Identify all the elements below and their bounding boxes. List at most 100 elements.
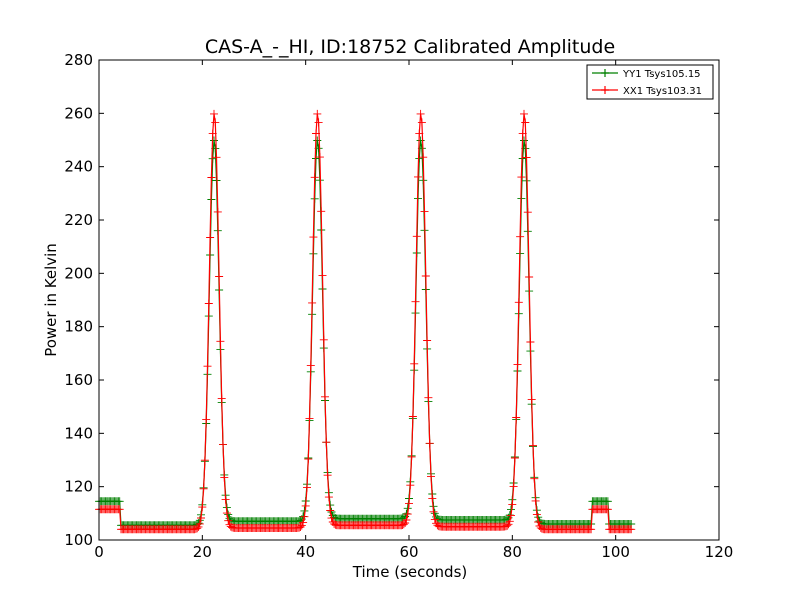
x-tick-label: 60 <box>399 543 418 561</box>
data-point-xx1 <box>627 525 636 534</box>
data-point-xx1 <box>532 510 541 519</box>
y-tick-label: 160 <box>64 371 93 389</box>
legend: YY1 Tsys105.15 XX1 Tsys103.31 <box>586 64 714 100</box>
data-point-xx1 <box>210 109 218 118</box>
data-point-xx1 <box>516 232 525 241</box>
y-tick-label: 140 <box>64 424 93 442</box>
data-point-xx1 <box>115 505 124 514</box>
data-point-xx1 <box>203 362 212 371</box>
data-point-xx1 <box>319 335 328 344</box>
data-point-xx1 <box>523 208 532 217</box>
data-point-xx1 <box>525 273 534 281</box>
data-point-xx1 <box>197 514 205 522</box>
data-point-xx1 <box>403 510 412 519</box>
data-point-xx1 <box>399 520 408 529</box>
data-point-xx1 <box>417 118 426 127</box>
data-point-xx1 <box>213 207 222 216</box>
data-point-xx1 <box>220 473 229 482</box>
series-xx1 <box>95 109 636 534</box>
data-point-yy1 <box>416 136 425 145</box>
data-point-yy1 <box>520 136 528 145</box>
data-point-xx1 <box>531 496 540 505</box>
data-point-xx1 <box>526 338 535 346</box>
data-point-xx1 <box>300 512 309 521</box>
data-point-xx1 <box>412 232 421 241</box>
legend-box <box>586 64 714 100</box>
data-point-xx1 <box>425 439 434 448</box>
data-point-xx1 <box>517 173 526 182</box>
data-point-xx1 <box>215 272 224 281</box>
data-point-yy1 <box>312 154 320 163</box>
y-tick-label: 180 <box>64 318 93 336</box>
data-point-xx1 <box>324 493 333 502</box>
data-point-xx1 <box>415 129 424 138</box>
data-point-xx1 <box>509 482 518 491</box>
data-point-xx1 <box>326 506 335 515</box>
data-point-xx1 <box>534 518 543 526</box>
tick-layer: 0 20 40 60 80 100 120 100 120 140 160 180 200 220 240 2… <box>64 51 733 561</box>
data-point-xx1 <box>313 109 322 118</box>
data-point-xx1 <box>405 499 413 508</box>
data-point-xx1 <box>322 438 331 447</box>
data-point-xx1 <box>315 153 324 162</box>
x-tick-label: 0 <box>94 543 104 561</box>
data-point-xx1 <box>198 503 207 512</box>
data-point-xx1 <box>421 272 430 280</box>
x-tick-label: 20 <box>193 543 212 561</box>
x-tick-label: 40 <box>296 543 315 561</box>
data-point-xx1 <box>321 392 329 401</box>
data-point-xx1 <box>416 109 425 118</box>
data-point-xx1 <box>424 393 433 402</box>
data-point-xx1 <box>518 129 527 138</box>
data-point-xx1 <box>217 394 226 403</box>
data-point-xx1 <box>212 153 221 162</box>
data-point-xx1 <box>306 361 315 370</box>
x-axis-label: Time (seconds) <box>352 563 468 581</box>
data-point-xx1 <box>411 297 420 306</box>
y-axis-label: Power in Kelvin <box>42 243 60 357</box>
data-point-xx1 <box>507 511 515 520</box>
data-point-xx1 <box>407 452 416 461</box>
legend-label-xx1: XX1 Tsys103.31 <box>623 86 702 97</box>
data-point-xx1 <box>207 173 216 182</box>
data-point-xx1 <box>419 153 428 162</box>
data-point-xx1 <box>512 413 521 422</box>
data-point-xx1 <box>304 455 313 464</box>
data-point-yy1 <box>415 154 424 163</box>
data-point-xx1 <box>305 414 314 423</box>
data-point-yy1 <box>208 154 217 163</box>
data-point-xx1 <box>310 173 319 182</box>
data-point-xx1 <box>402 516 411 524</box>
data-point-xx1 <box>296 523 305 531</box>
data-point-xx1 <box>193 524 202 533</box>
chart-title: CAS-A_-_HI, ID:18752 Calibrated Amplitud… <box>205 36 615 58</box>
legend-label-yy1: YY1 Tsys105.15 <box>622 69 701 80</box>
data-point-xx1 <box>211 118 220 127</box>
data-point-xx1 <box>327 514 336 523</box>
y-tick-label: 120 <box>64 478 93 496</box>
data-point-yy1 <box>603 497 612 506</box>
data-point-xx1 <box>408 412 417 421</box>
data-point-yy1 <box>210 136 218 145</box>
data-point-xx1 <box>216 337 225 346</box>
x-tick-label: 80 <box>503 543 522 561</box>
data-point-xx1 <box>303 483 311 492</box>
data-point-xx1 <box>224 516 233 525</box>
data-point-yy1 <box>313 136 322 145</box>
data-point-xx1 <box>530 474 539 483</box>
data-point-xx1 <box>521 118 530 127</box>
legend-marker-xx1 <box>601 86 609 94</box>
data-point-xx1 <box>428 494 437 503</box>
x-tick-label: 120 <box>705 543 734 561</box>
data-point-xx1 <box>195 519 204 528</box>
data-point-xx1 <box>503 521 512 530</box>
data-point-xx1 <box>410 359 419 368</box>
data-point-xx1 <box>323 471 332 480</box>
data-point-xx1 <box>529 441 537 450</box>
data-point-xx1 <box>200 456 209 465</box>
y-tick-label: 280 <box>64 51 93 69</box>
data-point-xx1 <box>522 153 531 162</box>
y-tick-label: 240 <box>64 158 93 176</box>
